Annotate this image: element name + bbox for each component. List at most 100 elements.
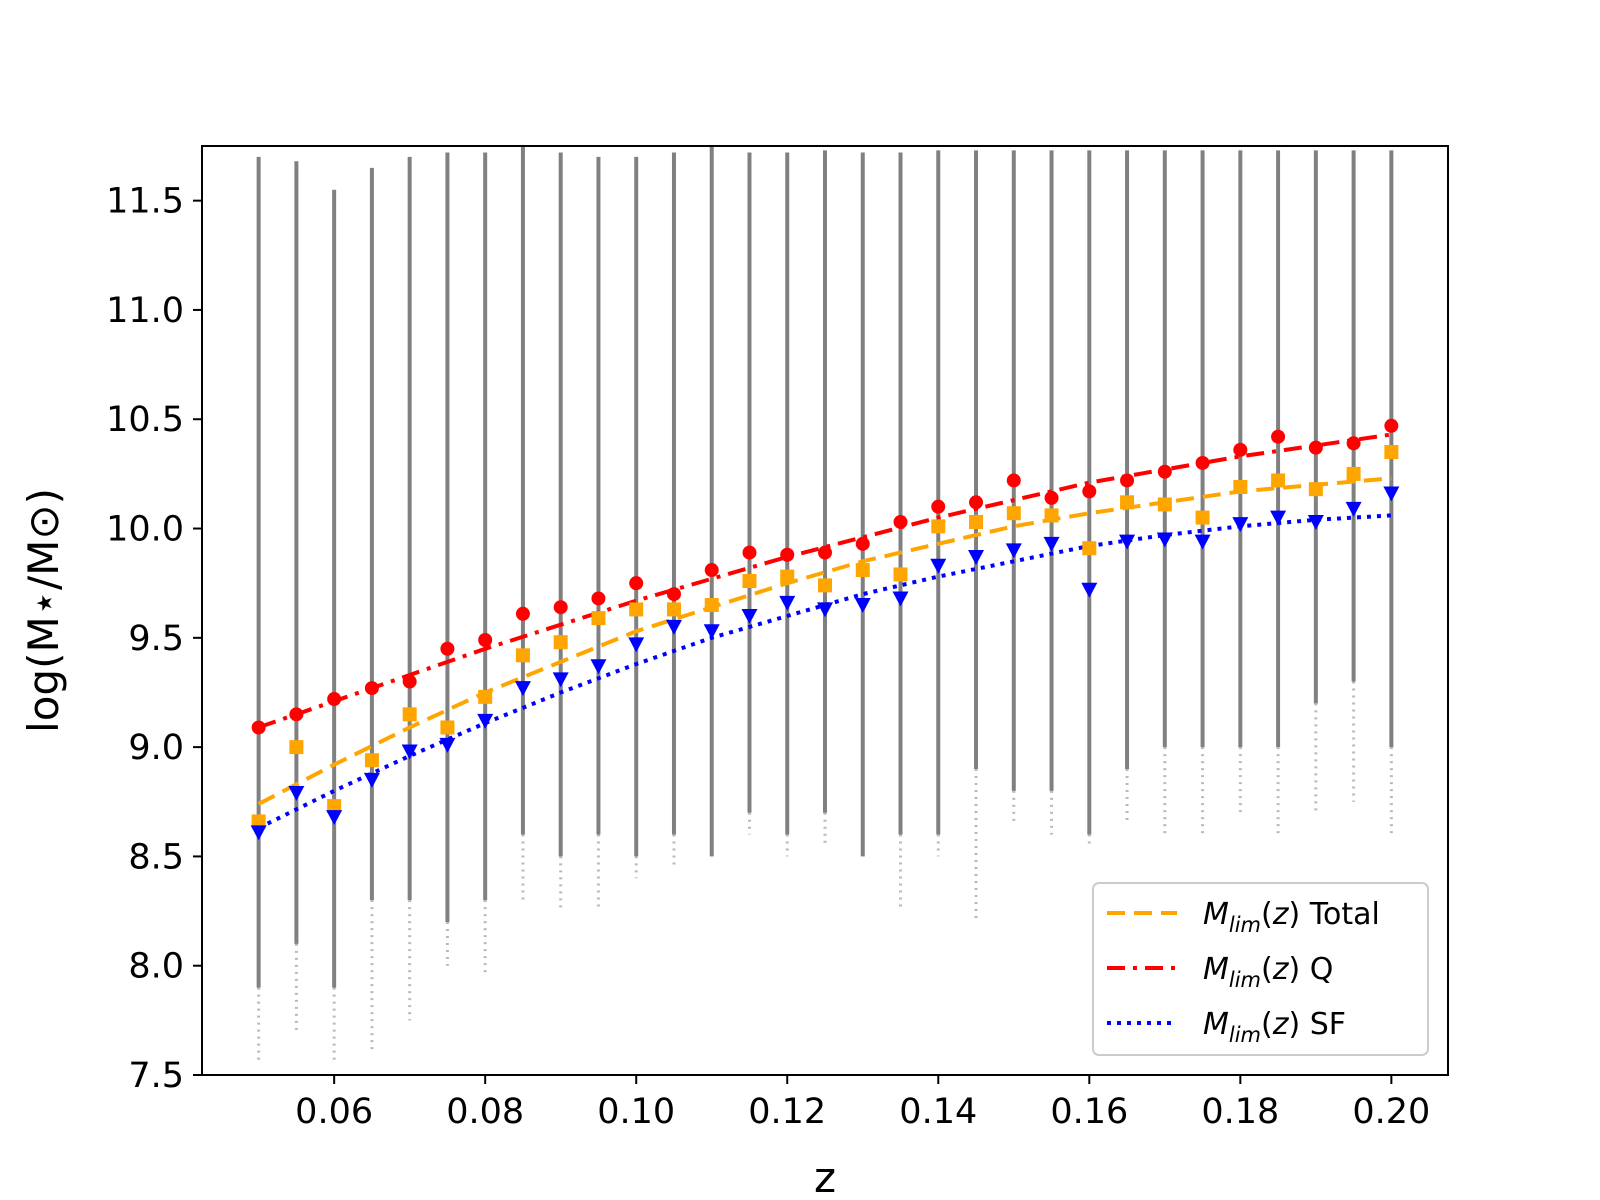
- x-tick-label: 0.08: [446, 1092, 524, 1132]
- plot-frame: [201, 145, 1449, 1076]
- y-tick-label: 8.0: [128, 947, 184, 987]
- x-tick-label: 0.20: [1352, 1092, 1430, 1132]
- legend-label-total: Mlim(z) Total: [1203, 897, 1380, 937]
- y-tick-label: 10.0: [106, 510, 184, 550]
- y-tick-label: 10.5: [106, 400, 184, 440]
- data-point-total: [515, 648, 530, 663]
- x-axis-label: z: [814, 1153, 836, 1200]
- data-point-total: [1082, 541, 1097, 556]
- data-point-sf: [1156, 532, 1173, 548]
- data-point-total: [1006, 506, 1021, 521]
- data-point-sf: [1307, 514, 1324, 530]
- data-point-total: [364, 753, 379, 768]
- data-point-q: [780, 547, 795, 562]
- data-point-total: [1120, 495, 1135, 510]
- data-point-sf: [514, 681, 531, 697]
- data-point-sf: [1005, 543, 1022, 559]
- y-tick-label: 7.5: [128, 1056, 184, 1096]
- x-axis-ticks: 0.06 0.08 0.10 0.12 0.14 0.16 0.18 0.20: [295, 1075, 1430, 1132]
- legend-label-q: Mlim(z) Q: [1203, 952, 1333, 992]
- data-point-q: [666, 587, 681, 602]
- data-point-total: [1346, 466, 1361, 481]
- data-point-sf: [552, 672, 569, 688]
- data-point-q: [855, 536, 870, 551]
- data-point-sf: [628, 637, 645, 653]
- data-point-q: [969, 495, 984, 510]
- data-point-q: [478, 633, 493, 648]
- data-point-total: [704, 598, 719, 613]
- data-point-sf: [326, 810, 343, 826]
- data-point-sf: [1194, 534, 1211, 550]
- data-point-total: [1233, 479, 1248, 494]
- data-point-total: [666, 602, 681, 617]
- x-tick-label: 0.16: [1050, 1092, 1128, 1132]
- data-point-q: [591, 591, 606, 606]
- fit-line-q: [257, 432, 1392, 730]
- legend-box: [1092, 882, 1429, 1056]
- fit-lines-layer: [257, 432, 1392, 830]
- data-point-sf: [741, 608, 758, 624]
- data-point-sf: [250, 825, 267, 841]
- data-point-sf: [1383, 486, 1400, 502]
- data-point-total: [1044, 508, 1059, 523]
- data-point-q: [893, 514, 908, 529]
- data-point-q: [1082, 484, 1097, 499]
- data-point-total: [893, 567, 908, 582]
- data-point-sf: [1081, 582, 1098, 598]
- data-point-sf: [1119, 534, 1136, 550]
- data-point-q: [1308, 440, 1323, 455]
- data-point-sf: [401, 744, 418, 760]
- data-point-q: [440, 641, 455, 656]
- x-tick-label: 0.06: [295, 1092, 373, 1132]
- data-point-sf: [590, 659, 607, 675]
- y-tick-label: 8.5: [128, 837, 184, 877]
- data-point-total: [440, 720, 455, 735]
- data-point-total: [289, 740, 304, 755]
- data-point-q: [251, 720, 266, 735]
- data-point-total: [402, 707, 417, 722]
- data-point-q: [1195, 455, 1210, 470]
- data-point-q: [742, 545, 757, 560]
- y-axis-ticks: 7.5 8.0 8.5 9.0 9.5 10.0 10.5 11.0 11.5: [106, 182, 202, 1096]
- data-point-total: [742, 573, 757, 588]
- data-point-total: [1384, 445, 1399, 460]
- data-point-q: [1346, 436, 1361, 451]
- data-point-total: [818, 578, 832, 593]
- data-point-total: [1308, 482, 1323, 497]
- data-point-q: [629, 576, 644, 591]
- data-point-q: [289, 707, 304, 722]
- data-point-q: [1120, 473, 1135, 488]
- data-point-sf: [1345, 501, 1362, 517]
- data-point-total: [251, 814, 266, 829]
- data-point-q: [515, 606, 530, 621]
- data-point-q: [1271, 429, 1286, 444]
- y-tick-label: 9.5: [128, 619, 184, 659]
- data-point-sf: [854, 598, 871, 614]
- data-markers-layer: [250, 418, 1400, 841]
- data-point-total: [1157, 497, 1172, 512]
- data-point-total: [553, 635, 568, 650]
- legend: Mlim(z) Total Mlim(z) Q Mlim(z) SF: [1092, 882, 1429, 1056]
- x-tick-label: 0.12: [748, 1092, 826, 1132]
- data-point-q: [364, 681, 379, 696]
- data-point-sf: [968, 549, 985, 565]
- data-point-total: [780, 569, 795, 584]
- data-point-sf: [363, 772, 380, 788]
- data-point-q: [931, 499, 946, 514]
- data-point-q: [553, 600, 568, 615]
- data-point-q: [704, 563, 719, 578]
- data-point-sf: [1270, 510, 1287, 526]
- data-point-total: [855, 563, 870, 578]
- data-point-total: [629, 602, 644, 617]
- data-point-sf: [817, 602, 833, 618]
- data-point-q: [1157, 464, 1172, 479]
- data-point-sf: [892, 591, 909, 607]
- legend-label-sf: Mlim(z) SF: [1203, 1007, 1346, 1047]
- data-point-q: [1006, 473, 1021, 488]
- data-point-total: [1271, 473, 1286, 488]
- data-point-q: [818, 545, 832, 560]
- data-point-sf: [477, 713, 494, 729]
- data-point-q: [1044, 490, 1059, 505]
- data-point-sf: [288, 786, 305, 802]
